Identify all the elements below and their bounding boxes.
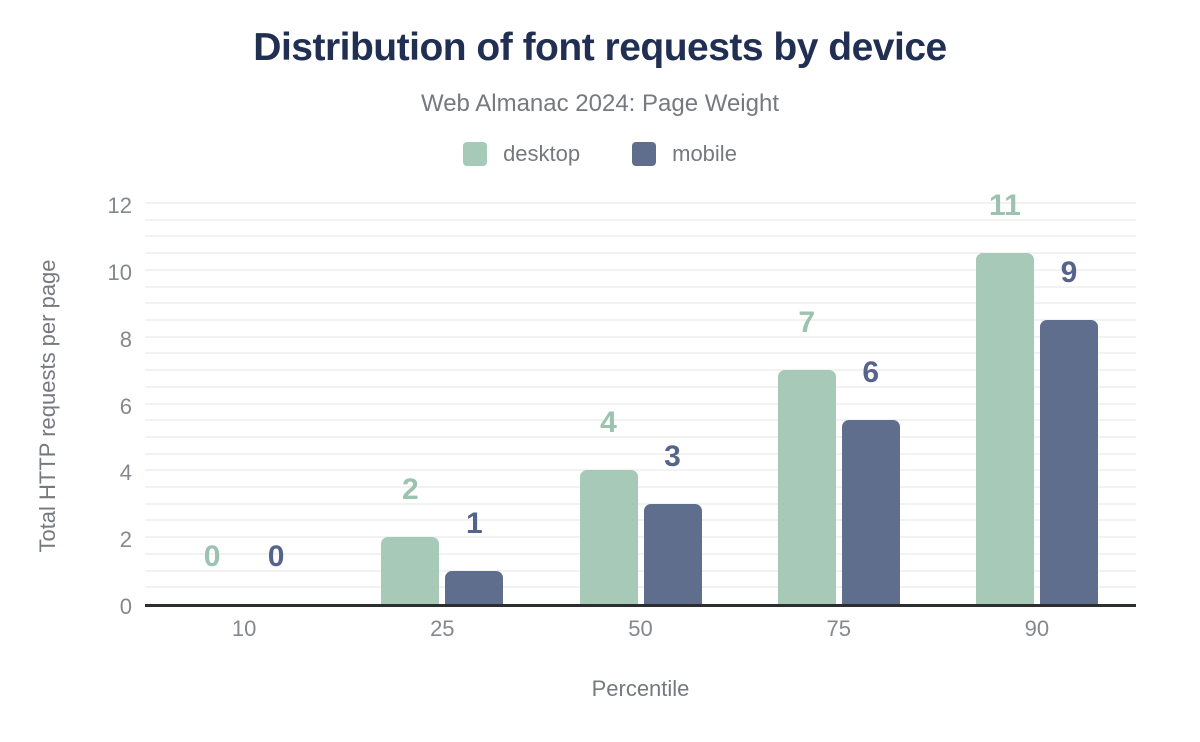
bar-value-label: 6 xyxy=(862,356,880,390)
x-axis-title: Percentile xyxy=(591,676,690,701)
gridline xyxy=(145,352,1136,355)
legend-label: desktop xyxy=(503,141,581,166)
gridline xyxy=(145,202,1136,204)
bar-value-label: 0 xyxy=(267,540,285,573)
bar-desktop-p25: 2 xyxy=(381,475,440,604)
chart-legend: desktop mobile xyxy=(0,140,1200,168)
legend-label: mobile xyxy=(672,141,737,166)
legend-item-desktop[interactable]: desktop xyxy=(463,141,580,167)
gridline xyxy=(145,369,1136,372)
bar-mobile-p50: 3 xyxy=(643,441,702,604)
bar-groups: 0 0 2 1 4 3 7 6 11 9 xyxy=(145,191,1136,604)
legend-swatch-icon xyxy=(463,142,488,166)
bar-value-label: 11 xyxy=(989,189,1021,223)
bar-value-label: 4 xyxy=(600,406,617,440)
gridline xyxy=(145,536,1136,539)
gridline xyxy=(145,586,1136,589)
x-tick-label: 90 xyxy=(1024,616,1050,641)
gridline xyxy=(145,252,1136,255)
y-tick-label: 12 xyxy=(107,193,132,218)
gridline xyxy=(145,486,1136,489)
gridline xyxy=(145,435,1136,438)
x-tick-label: 25 xyxy=(430,616,455,641)
bar-value-label: 0 xyxy=(203,540,221,573)
legend-swatch-icon xyxy=(632,142,657,166)
y-tick-label: 2 xyxy=(119,527,132,553)
gridline xyxy=(145,218,1136,221)
bar-desktop-p50: 4 xyxy=(579,408,638,604)
gridline xyxy=(145,235,1136,238)
y-tick-label: 10 xyxy=(107,259,132,285)
y-tick-label: 0 xyxy=(119,594,132,619)
x-axis-ticks: 10 25 50 75 90 xyxy=(145,616,1136,642)
gridline xyxy=(145,268,1136,271)
bar-desktop-p90: 11 xyxy=(975,191,1034,604)
y-tick-label: 4 xyxy=(119,460,132,486)
gridline xyxy=(145,569,1136,572)
bar-mobile-p75: 6 xyxy=(841,358,900,604)
bar-group-p90: 11 9 xyxy=(938,191,1136,604)
gridline xyxy=(145,318,1136,321)
gridline xyxy=(145,302,1136,305)
gridline xyxy=(145,335,1136,338)
gridline xyxy=(145,402,1136,405)
bar-desktop-p75: 7 xyxy=(777,308,836,604)
bar-value-label: 9 xyxy=(1060,255,1078,289)
y-tick-label: 8 xyxy=(119,326,132,352)
y-tick-label: 6 xyxy=(119,393,132,419)
bar-mobile-p90: 9 xyxy=(1039,257,1098,604)
gridline xyxy=(145,469,1136,472)
gridline xyxy=(145,419,1136,422)
bar-value-label: 3 xyxy=(664,439,681,473)
bar-mobile-p25: 1 xyxy=(445,508,504,604)
bar-value-label: 1 xyxy=(465,506,483,540)
chart-title: Distribution of font requests by device xyxy=(253,26,947,69)
gridline xyxy=(145,519,1136,522)
gridline xyxy=(145,285,1136,288)
bar-value-label: 7 xyxy=(798,306,816,340)
legend-item-mobile[interactable]: mobile xyxy=(632,141,737,167)
bar-value-label: 2 xyxy=(401,473,419,507)
y-axis-ticks: 0 2 4 6 8 10 12 xyxy=(0,195,132,618)
x-tick-label: 10 xyxy=(231,616,257,641)
gridline xyxy=(145,385,1136,388)
x-tick-label: 50 xyxy=(628,616,653,641)
gridline xyxy=(145,452,1136,455)
chart-subtitle: Web Almanac 2024: Page Weight xyxy=(420,90,779,117)
gridline xyxy=(145,502,1136,505)
gridline xyxy=(145,552,1136,555)
x-tick-label: 75 xyxy=(826,616,851,641)
plot-area: 0 0 2 1 4 3 7 6 11 9 xyxy=(145,191,1136,607)
